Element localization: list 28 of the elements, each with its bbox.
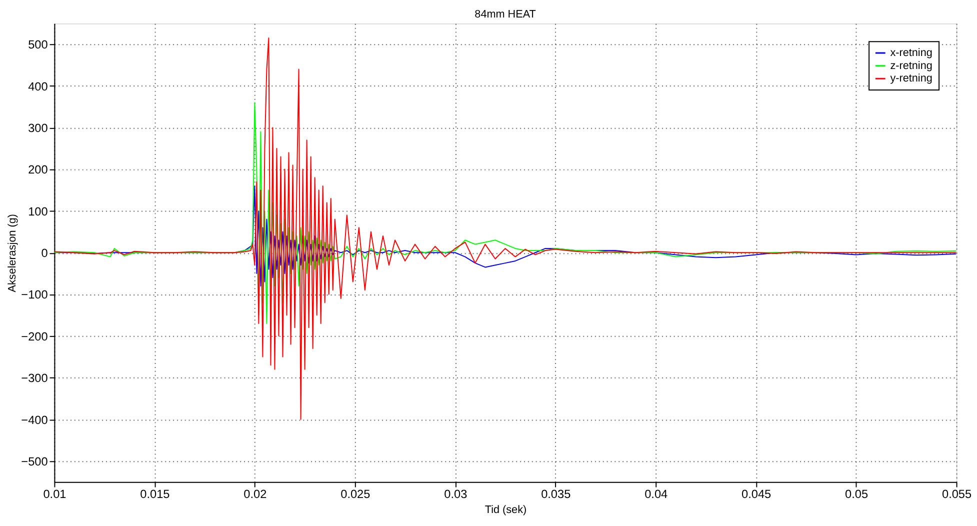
legend-label: x-retning bbox=[890, 46, 932, 59]
y-tick-label: 500 bbox=[28, 38, 48, 52]
x-tick-label: 0.045 bbox=[742, 487, 772, 502]
y-tick-label: 0 bbox=[41, 246, 48, 260]
line-series bbox=[54, 38, 956, 420]
y-tick-label: 200 bbox=[28, 162, 48, 177]
x-tick-label: 0.01 bbox=[43, 487, 66, 502]
x-tick-label: 0.055 bbox=[942, 487, 972, 502]
y-tick-label: −400 bbox=[21, 412, 48, 427]
x-tick-label: 0.015 bbox=[140, 487, 170, 502]
y-tick-label: −300 bbox=[21, 371, 48, 386]
legend-label: y-retning bbox=[890, 72, 932, 85]
x-tick-label: 0.05 bbox=[845, 487, 868, 502]
y-axis-title: Akselerasjon (g) bbox=[6, 214, 18, 292]
y-tick-label: 400 bbox=[28, 79, 48, 94]
x-tick-label: 0.04 bbox=[644, 487, 668, 502]
y-tick-label: 300 bbox=[28, 121, 48, 136]
x-tick-label: 0.025 bbox=[340, 487, 371, 502]
y-tick-label: −500 bbox=[21, 454, 48, 468]
x-tick-label: 0.03 bbox=[444, 487, 468, 502]
chart-title: 84mm HEAT bbox=[474, 8, 536, 20]
x-axis-title: Tid (sek) bbox=[484, 504, 527, 516]
y-tick-label: −200 bbox=[21, 329, 48, 344]
y-tick-label: 100 bbox=[28, 204, 48, 218]
legend-label: z-retning bbox=[890, 60, 932, 72]
x-tick-label: 0.035 bbox=[541, 487, 572, 502]
x-tick-label: 0.02 bbox=[244, 487, 267, 502]
y-tick-label: −100 bbox=[21, 288, 48, 302]
